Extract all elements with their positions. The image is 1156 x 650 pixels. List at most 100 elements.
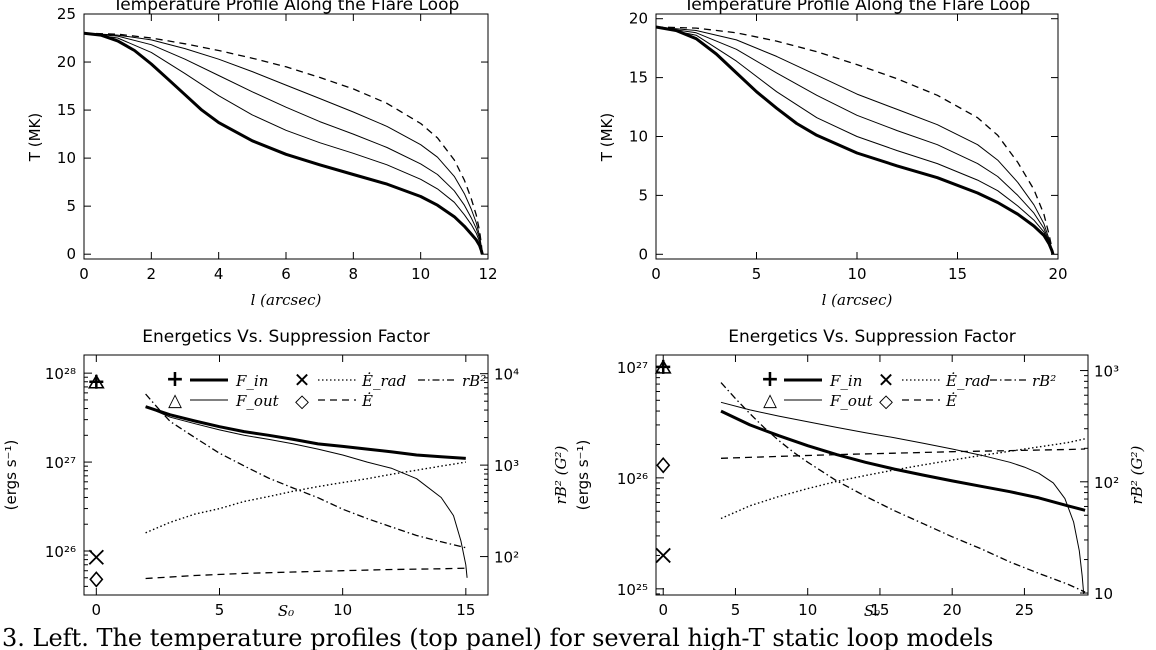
series-line-dashed — [655, 26, 1054, 255]
y-tick-label: 20 — [57, 53, 76, 71]
legend-triangle-marker: △ — [168, 390, 182, 411]
y-tick-label: 10²⁷ — [45, 454, 76, 472]
y-right-tick-label: 10⁴ — [494, 366, 519, 384]
series-line-thin — [655, 26, 1054, 255]
triangle-marker — [87, 374, 105, 389]
panel-4-title: Energetics Vs. Suppression Factor — [728, 327, 1015, 347]
y-tick-label: 10²⁸ — [45, 365, 76, 383]
diamond-marker — [656, 456, 671, 474]
y-right-tick-label: 10³ — [1094, 363, 1119, 381]
legend-fout-label: F_out — [235, 392, 280, 410]
x-tick-label: 10 — [798, 601, 817, 619]
panel-3-legend: + F_in △ F_out ✕ Ė_rad ◇ Ė rB² — [166, 367, 486, 412]
panel-3-title: Energetics Vs. Suppression Factor — [142, 327, 429, 347]
x-tick-label: 12 — [478, 265, 497, 283]
x-tick-label: 10 — [411, 265, 430, 283]
y-tick-label: 15 — [57, 101, 76, 119]
series-line-thin — [655, 26, 1054, 255]
y-tick-label: 20 — [629, 10, 648, 28]
series-line--rad — [145, 461, 466, 534]
series-line-rb- — [720, 382, 1086, 593]
panel-1-xlabel: l (arcsec) — [251, 291, 322, 309]
x-tick-label: 15 — [870, 601, 889, 619]
cross-marker — [88, 549, 104, 565]
panel-4-xlabel: S₀ — [864, 602, 880, 620]
panel-3-xlabel: S₀ — [278, 602, 294, 620]
panel-3-ylabel: (ergs s⁻¹) — [2, 440, 20, 511]
x-tick-label: 5 — [752, 265, 762, 283]
legend-erad-label: Ė_rad — [361, 372, 406, 390]
series-line-- — [145, 567, 466, 580]
chart-marks: 0 2 4 6 8 10 12 0 5 10 15 20 25 0 5 10 15 20 0 5 10 15 20 0 5 10 1… — [45, 5, 1119, 619]
figure-caption: 3. Left. The temperature profiles (top p… — [2, 624, 993, 650]
panel-2-title: Temperature Profile Along the Flare Loop — [683, 0, 1031, 15]
triangle-marker — [654, 359, 672, 374]
y-tick-label: 0 — [638, 245, 648, 263]
x-tick-label: 0 — [92, 601, 102, 619]
panel-3-frame — [83, 354, 489, 596]
x-tick-label: 6 — [281, 265, 291, 283]
y-tick-label: 5 — [638, 186, 648, 204]
panel-1-frame — [83, 13, 489, 260]
legend-rb2-label: rB² — [462, 372, 486, 390]
panel-3-ylabel-right: rB² (G²) — [552, 446, 570, 505]
panel-4-ylabel: (ergs s⁻¹) — [574, 440, 592, 511]
legend-e-label: Ė — [361, 392, 373, 410]
y-tick-label: 10²⁷ — [617, 359, 648, 377]
x-tick-label: 10 — [847, 265, 866, 283]
legend-plus-marker: + — [761, 367, 779, 392]
x-tick-label: 20 — [943, 601, 962, 619]
y-tick-label: 10 — [57, 149, 76, 167]
legend-triangle-marker: △ — [763, 390, 777, 411]
y-tick-label: 25 — [57, 5, 76, 23]
series-line--rad — [720, 438, 1086, 520]
legend-diamond-marker: ◇ — [295, 391, 309, 412]
series-line-thick — [83, 31, 484, 255]
series-line-f-out — [145, 406, 468, 578]
y-right-tick-label: 10 — [1094, 585, 1113, 603]
series-line-thick — [655, 25, 1055, 255]
legend-fin-label: F_in — [235, 372, 268, 390]
legend-cross-marker: ✕ — [878, 368, 895, 392]
y-tick-label: 10²⁶ — [617, 470, 648, 488]
x-tick-label: 15 — [948, 265, 967, 283]
panel-4-legend: + F_in △ F_out ✕ Ė_rad ◇ Ė rB² — [761, 367, 1056, 412]
y-tick-label: 0 — [66, 245, 76, 263]
legend-cross-marker: ✕ — [294, 368, 311, 392]
cross-marker — [655, 547, 671, 564]
y-tick-label: 15 — [629, 69, 648, 87]
panel-2-ylabel: T (MK) — [598, 113, 616, 162]
legend-fin-label: F_in — [829, 372, 862, 390]
series-line-f-in — [720, 409, 1086, 512]
panel-1-ylabel: T (MK) — [26, 113, 44, 162]
y-tick-label: 10 — [629, 128, 648, 146]
legend-diamond-marker: ◇ — [879, 391, 893, 412]
x-tick-label: 5 — [215, 601, 225, 619]
x-tick-label: 20 — [1048, 265, 1067, 283]
x-tick-label: 0 — [658, 601, 668, 619]
diamond-marker — [89, 571, 104, 588]
series-line-thin — [83, 32, 483, 255]
x-tick-label: 15 — [456, 601, 475, 619]
series-line-dashed — [83, 32, 483, 255]
legend-plus-marker: + — [166, 367, 184, 392]
legend-e-label: Ė — [945, 392, 957, 410]
y-tick-label: 10²⁵ — [617, 581, 648, 599]
x-tick-label: 10 — [333, 601, 352, 619]
legend-fout-label: F_out — [829, 392, 874, 410]
x-tick-label: 2 — [147, 265, 157, 283]
y-right-tick-label: 10³ — [494, 457, 519, 475]
x-tick-label: 4 — [214, 265, 224, 283]
series-line-f-out — [720, 401, 1085, 594]
panel-4-frame — [655, 354, 1089, 596]
series-line-rb- — [145, 393, 466, 549]
series-line-thin — [655, 26, 1054, 255]
series-line-- — [720, 448, 1086, 459]
panel-2-xlabel: l (arcsec) — [822, 291, 893, 309]
x-tick-label: 25 — [1015, 601, 1034, 619]
series-line-thin — [83, 32, 483, 255]
y-tick-label: 10²⁶ — [45, 543, 76, 561]
series-line-thin — [83, 32, 483, 255]
y-right-tick-label: 10² — [1094, 474, 1119, 492]
